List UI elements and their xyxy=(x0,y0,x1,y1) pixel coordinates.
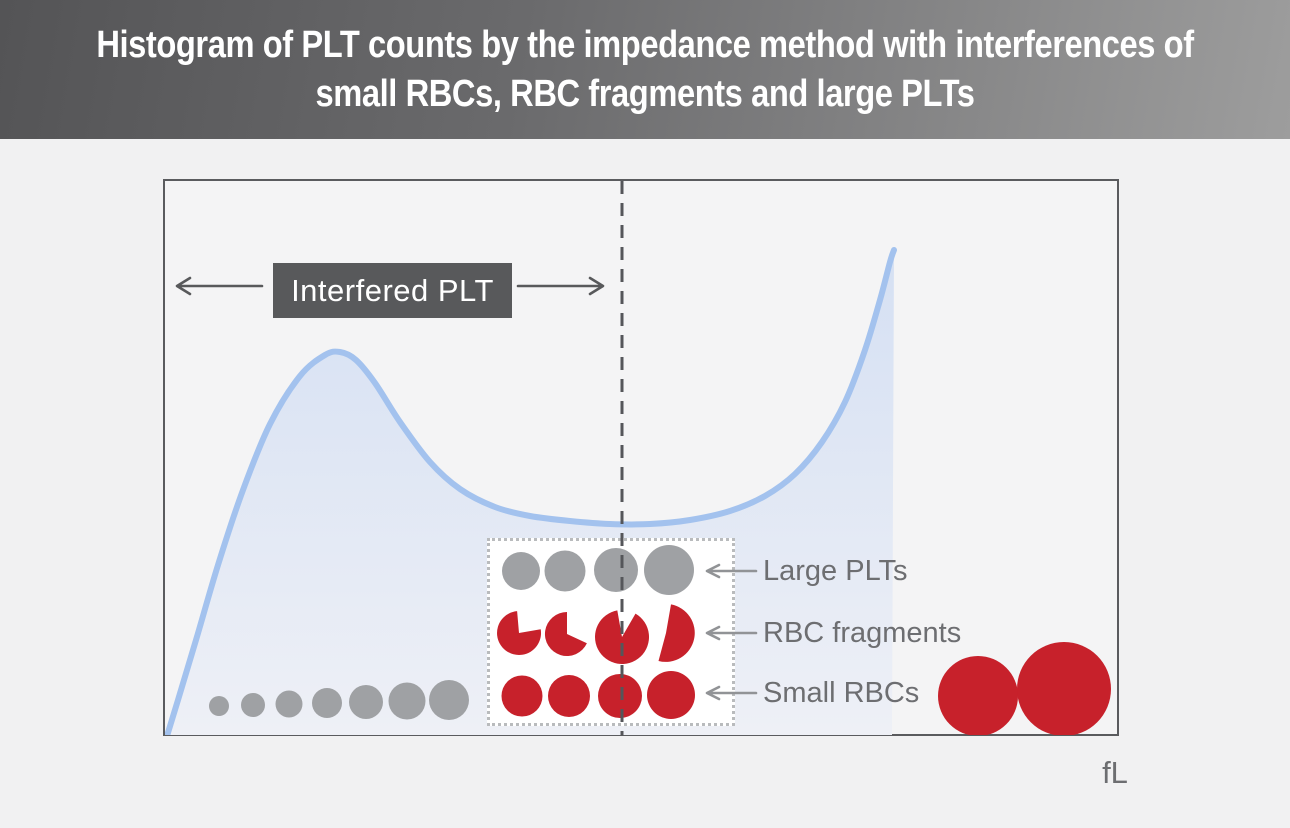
small-rbcs-arrow-icon xyxy=(705,685,758,701)
page-title-line2: small RBCs, RBC fragments and large PLTs xyxy=(315,72,975,115)
rbc-fragments-arrow-icon xyxy=(705,625,758,641)
interfered-plt-label: Interfered PLT xyxy=(273,263,512,318)
large-plts-arrow-icon xyxy=(705,563,758,579)
arrow-right-icon xyxy=(516,276,605,296)
page-title: Histogram of PLT counts by the impedance… xyxy=(90,0,1199,139)
interference-cells-icons xyxy=(497,545,695,719)
threshold-dashed-line xyxy=(620,181,624,736)
legend-label-small-rbcs: Small RBCs xyxy=(763,677,920,709)
title-banner: Histogram of PLT counts by the impedance… xyxy=(0,0,1290,139)
legend-label-large-plts: Large PLTs xyxy=(763,555,908,587)
arrow-left-icon xyxy=(175,276,264,296)
x-axis-unit-label: fL xyxy=(1102,755,1128,790)
legend-label-rbc-fragments: RBC fragments xyxy=(763,617,962,649)
page-title-line1: Histogram of PLT counts by the impedance… xyxy=(96,23,1194,66)
